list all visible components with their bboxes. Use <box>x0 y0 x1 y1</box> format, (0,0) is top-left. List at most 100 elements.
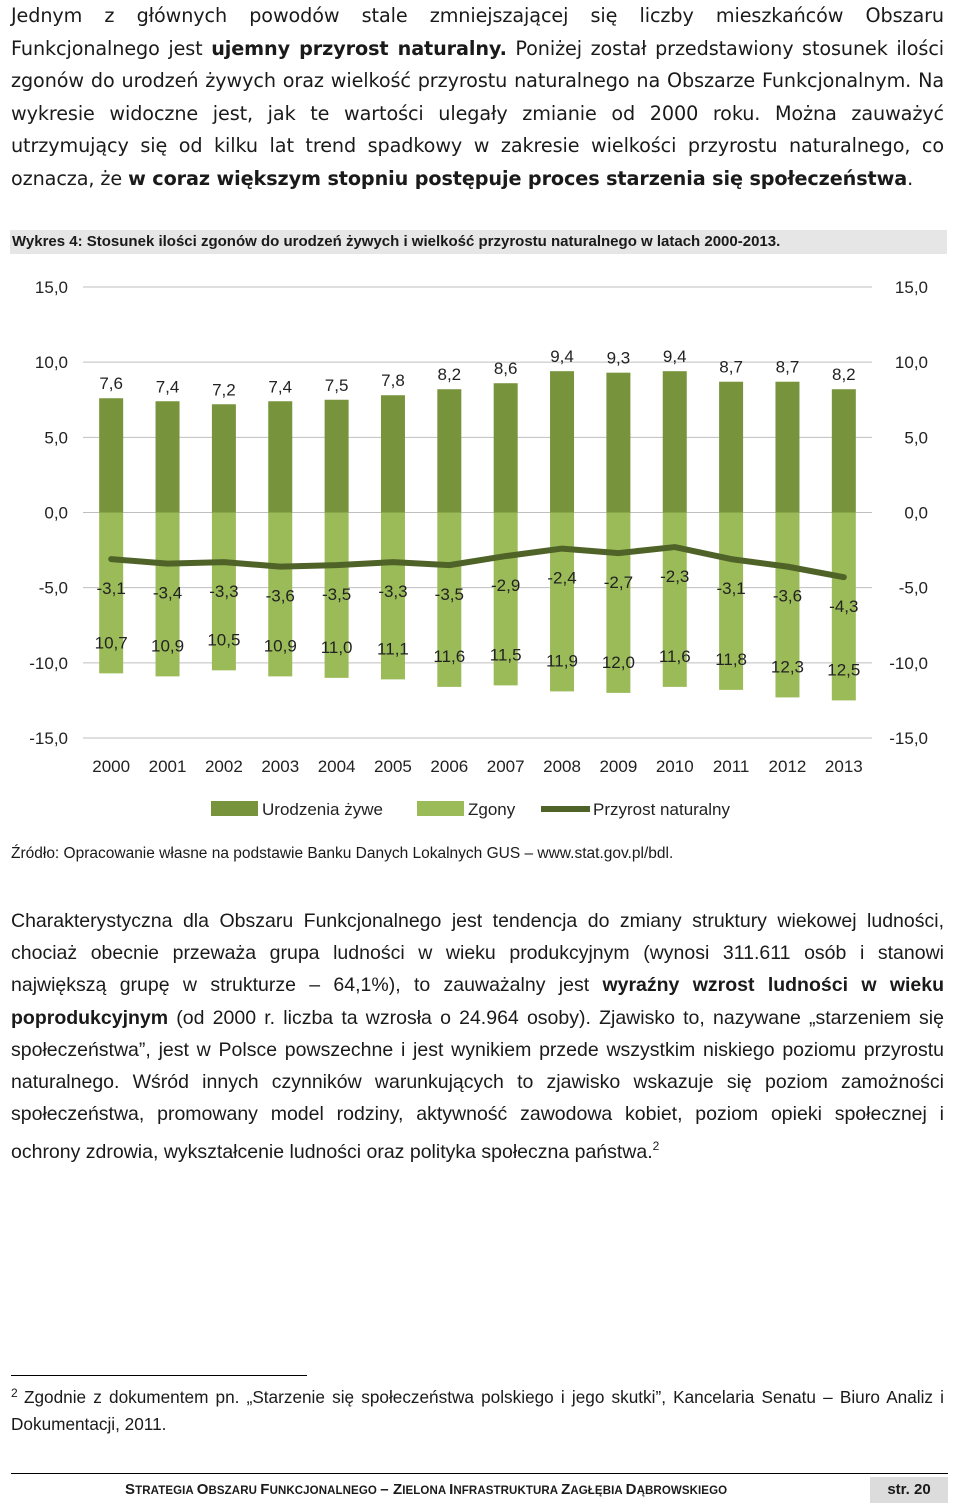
intro-text-1: Jednym z głównych powodów stale zmniejsz… <box>11 4 944 60</box>
natural-data-label: -3,6 <box>773 587 802 606</box>
natural-increase-line <box>108 544 847 581</box>
births-bar <box>550 371 575 513</box>
births-bar <box>437 389 462 513</box>
deaths-data-label: 10,7 <box>95 633 128 652</box>
legend-label-deaths: Zgony <box>468 800 516 819</box>
births-bar <box>211 404 236 513</box>
births-bar <box>380 395 405 513</box>
footnote-ref: 2 <box>652 1139 660 1154</box>
y-tick-label-right: -5,0 <box>899 579 928 598</box>
deaths-bar <box>211 512 236 671</box>
y-tick-label-left: -5,0 <box>39 579 68 598</box>
footer-title: STRATEGIA OBSZARU FUNKCJONALNEGO – ZIELO… <box>125 1481 728 1498</box>
x-tick-label: 2003 <box>261 757 299 776</box>
natural-data-label: -3,1 <box>716 579 745 598</box>
y-tick-label-left: 15,0 <box>35 278 68 297</box>
natural-data-label: -3,1 <box>97 579 126 598</box>
x-tick-label: 2012 <box>769 757 807 776</box>
births-bar <box>606 372 631 513</box>
deaths-data-label: 11,1 <box>377 639 409 658</box>
births-bar <box>324 399 349 513</box>
y-tick-label-left: 0,0 <box>44 504 68 523</box>
deaths-bar <box>550 512 575 692</box>
natural-data-label: -3,6 <box>266 587 295 606</box>
deaths-data-label: 10,9 <box>264 636 297 655</box>
births-data-label: 7,8 <box>381 371 405 390</box>
x-tick-label: 2005 <box>374 757 412 776</box>
births-data-label: 7,4 <box>156 377 180 396</box>
x-tick-label: 2007 <box>487 757 525 776</box>
births-bar <box>99 398 124 513</box>
footnote-number: 2 <box>11 1386 18 1400</box>
deaths-data-label: 12,5 <box>827 660 860 679</box>
deaths-data-label: 12,3 <box>771 657 804 676</box>
footnote-divider <box>11 1375 307 1376</box>
y-tick-label-right: 15,0 <box>895 278 928 297</box>
deaths-data-label: 11,6 <box>433 647 465 666</box>
y-tick-label-right: 5,0 <box>904 428 928 447</box>
body-paragraph: Charakterystyczna dla Obszaru Funkcjonal… <box>11 905 944 1169</box>
x-tick-label: 2008 <box>543 757 581 776</box>
births-data-label: 7,2 <box>212 380 236 399</box>
deaths-data-label: 11,8 <box>715 650 747 669</box>
legend-label-births: Urodzenia żywe <box>262 800 383 819</box>
births-data-label: 8,7 <box>719 358 743 377</box>
births-data-label: 7,4 <box>268 377 292 396</box>
births-bar <box>831 389 856 513</box>
y-tick-label-left: -10,0 <box>29 654 68 673</box>
births-bar <box>155 401 180 513</box>
births-data-label: 8,7 <box>776 358 800 377</box>
footnote: 2 Zgodnie z dokumentem pn. „Starzenie si… <box>11 1384 944 1438</box>
body-bold-1: wyraźny wzrost ludności w wieku poproduk… <box>11 974 945 1029</box>
deaths-bar <box>493 512 518 686</box>
source-note: Źródło: Opracowanie własne na podstawie … <box>11 845 674 862</box>
deaths-data-label: 11,9 <box>546 651 578 670</box>
deaths-bar <box>268 512 293 677</box>
y-tick-label-right: -10,0 <box>889 654 928 673</box>
deaths-data-label: 10,5 <box>207 630 240 649</box>
intro-bold-1: ujemny przyrost naturalny. <box>211 36 507 60</box>
page-number: str. 20 <box>870 1477 948 1503</box>
deaths-data-label: 11,5 <box>490 645 522 664</box>
y-tick-label-right: -15,0 <box>889 729 928 748</box>
natural-data-label: -3,5 <box>322 585 351 604</box>
births-data-label: 7,5 <box>325 376 349 395</box>
chart-caption: Wykres 4: Stosunek ilości zgonów do urod… <box>10 230 947 254</box>
legend-swatch-deaths <box>417 801 464 816</box>
legend-label-natural: Przyrost naturalny <box>593 800 730 819</box>
intro-paragraph: Jednym z głównych powodów stale zmniejsz… <box>11 0 944 195</box>
natural-data-label: -3,4 <box>153 584 182 603</box>
births-data-label: 9,3 <box>607 349 631 368</box>
x-tick-label: 2002 <box>205 757 243 776</box>
x-tick-label: 2013 <box>825 757 863 776</box>
intro-text-3: . <box>907 166 914 190</box>
x-tick-label: 2009 <box>599 757 637 776</box>
natural-data-label: -3,3 <box>378 582 407 601</box>
deaths-bar <box>775 512 800 698</box>
natural-data-label: -4,3 <box>829 597 858 616</box>
y-tick-label-right: 10,0 <box>895 353 928 372</box>
deaths-bar <box>662 512 687 687</box>
x-tick-label: 2011 <box>713 757 750 776</box>
births-data-label: 8,6 <box>494 359 518 378</box>
intro-bold-2: w coraz większym stopniu postępuje proce… <box>128 166 908 190</box>
births-data-label: 8,2 <box>438 365 462 384</box>
y-tick-label-left: 10,0 <box>35 353 68 372</box>
deaths-bar <box>606 512 631 693</box>
body-text-1: Charakterystyczna dla Obszaru Funkcjonal… <box>11 910 944 997</box>
natural-data-label: -3,5 <box>435 585 464 604</box>
deaths-bar <box>324 512 349 678</box>
deaths-bar <box>831 512 856 701</box>
natural-data-label: -2,3 <box>660 567 689 586</box>
deaths-bar <box>155 512 180 677</box>
natural-data-label: -2,7 <box>604 573 633 592</box>
y-tick-label-right: 0,0 <box>904 504 928 523</box>
y-tick-label-left: -15,0 <box>29 729 68 748</box>
y-tick-label-left: 5,0 <box>44 428 68 447</box>
deaths-data-label: 11,0 <box>321 638 353 657</box>
x-tick-label: 2010 <box>656 757 694 776</box>
deaths-data-label: 12,0 <box>602 653 635 672</box>
deaths-bar <box>99 512 124 674</box>
births-data-label: 9,4 <box>550 347 574 366</box>
births-bar <box>268 401 293 513</box>
